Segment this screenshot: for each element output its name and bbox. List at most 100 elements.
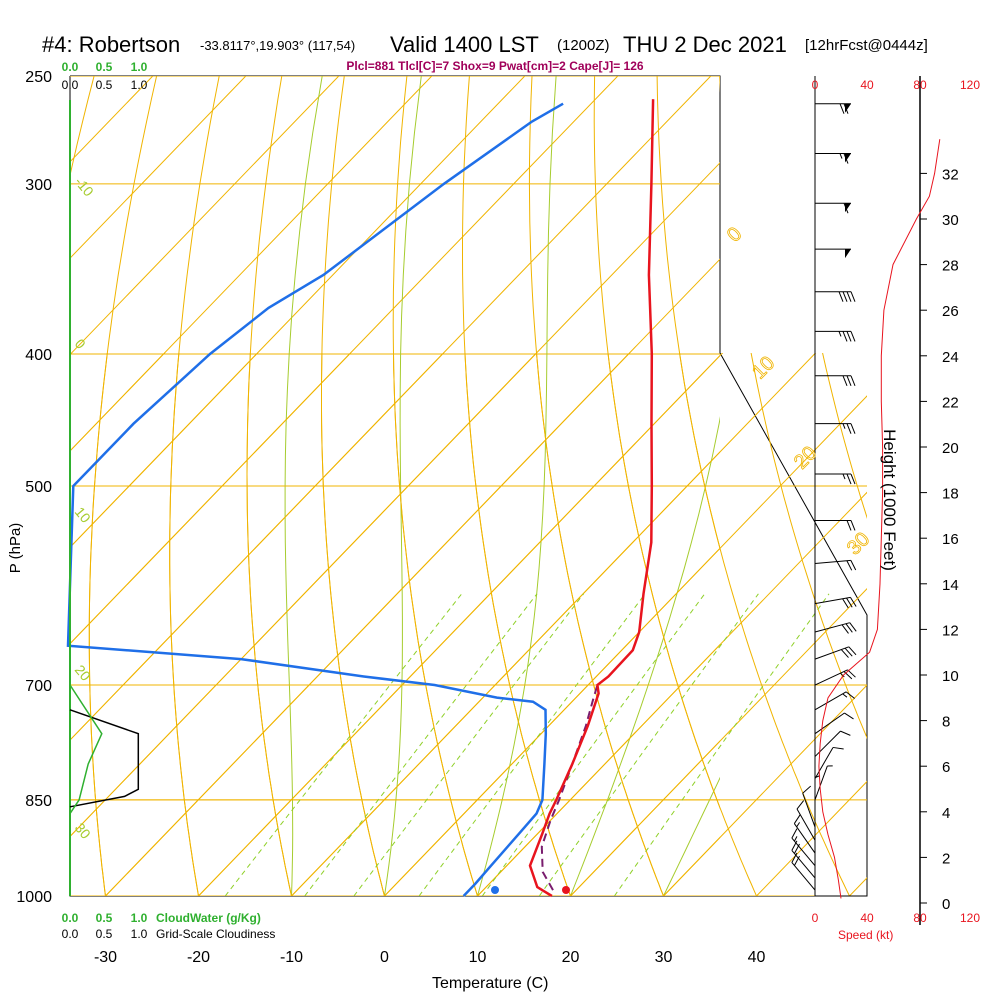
mixing-ratio-line xyxy=(418,593,646,896)
dry-adiabat-line xyxy=(321,353,386,896)
wind-barb xyxy=(814,712,854,735)
wind-barb xyxy=(802,785,816,828)
wind-barb-feather xyxy=(846,520,852,531)
cloudwater-tick-top: 0.5 xyxy=(96,60,113,74)
dry-adiabat-line xyxy=(966,52,1000,925)
isotherm-line xyxy=(384,395,867,896)
height-tick-label: 30 xyxy=(942,212,959,229)
dry-adiabat-line xyxy=(679,353,851,896)
isotherm-line xyxy=(663,684,867,896)
cloudiness-tick-top: 0.5 xyxy=(96,78,113,92)
mixing-ratio-label: 2 xyxy=(306,903,322,918)
wind-barb-shaft xyxy=(814,765,828,801)
mixing-ratio-line xyxy=(613,593,830,896)
wind-barb-feather xyxy=(843,103,849,114)
wind-barb-feather xyxy=(793,814,801,824)
height-tick-label: 18 xyxy=(942,486,959,503)
dry-adiabat-line xyxy=(750,353,867,740)
wind-barb-feather xyxy=(845,691,855,699)
wind-barb-feather xyxy=(850,597,857,607)
wind-barb-feather xyxy=(846,423,852,434)
wind-barb-feather xyxy=(847,669,856,678)
mixing-ratio-line xyxy=(481,593,706,896)
dewpoint-curve xyxy=(66,102,564,897)
height-tick-label: 4 xyxy=(942,805,950,822)
height-tick-label: 16 xyxy=(942,531,959,548)
wind-barb-feather xyxy=(850,473,856,485)
wind-barb-feather xyxy=(846,375,852,386)
isotherm-line xyxy=(70,76,247,259)
dry-adiabat-line xyxy=(88,76,158,896)
height-tick-label: 0 xyxy=(942,896,950,913)
x-axis-label: Temperature (C) xyxy=(432,975,548,992)
dry-adiabat-label: -10 xyxy=(72,174,97,200)
wind-barb-feather xyxy=(840,649,849,658)
isotherm-label: 30 xyxy=(843,528,874,559)
cloudiness-tick-bottom: 0.5 xyxy=(96,927,113,941)
isotherm-label: 10 xyxy=(748,352,779,383)
dry-adiabat-line xyxy=(966,52,1000,925)
wind-barb-shaft xyxy=(802,793,816,828)
wind-barb-feather xyxy=(846,473,852,485)
wind-barb-half-feather xyxy=(839,153,843,159)
mixing-ratio-label: 8 xyxy=(482,903,498,918)
wind-barb-feather xyxy=(842,598,849,609)
wind-barb-feather xyxy=(843,153,849,164)
wind-barb-half-feather xyxy=(842,423,846,429)
wind-barb-feather xyxy=(843,671,853,680)
wind-barb-feather xyxy=(846,597,853,608)
cloudwater-tick-bottom: 0.5 xyxy=(96,911,113,925)
wind-barb-feather xyxy=(838,291,844,302)
wind-barb-shaft xyxy=(814,691,847,711)
wind-barb-feather xyxy=(846,560,853,571)
dry-adiabat-line xyxy=(843,52,1000,925)
wind-barb-half-feather xyxy=(796,822,801,828)
wind-barb-feather xyxy=(850,291,856,302)
wind-barb xyxy=(814,646,857,660)
dry-adiabat-line xyxy=(321,76,386,896)
temperature-curve xyxy=(528,99,655,898)
x-tick-label: -10 xyxy=(280,949,303,966)
isotherm-line xyxy=(198,353,724,896)
cloudiness-curve xyxy=(69,709,140,808)
dry-adiabat-line xyxy=(607,353,758,896)
x-tick-label: 0 xyxy=(380,949,389,966)
wind-barb-feather xyxy=(793,843,800,854)
x-tick-label: 40 xyxy=(748,949,766,966)
height-tick-label: 20 xyxy=(942,440,959,457)
dry-adiabat-line xyxy=(656,76,720,551)
isotherm-line xyxy=(70,353,259,549)
dry-adiabat-line xyxy=(246,353,293,896)
speed-tick-bottom: 120 xyxy=(960,911,980,925)
cloudiness-legend: Grid-Scale Cloudiness xyxy=(156,927,275,941)
station-title: #4: Robertson xyxy=(42,32,180,57)
wind-barb-feather xyxy=(846,331,852,342)
dry-adiabat-label: 20 xyxy=(72,662,94,684)
isotherm-line xyxy=(850,76,1000,896)
wind-barb xyxy=(814,622,857,634)
wind-barb-half-feather xyxy=(838,331,842,337)
y-axis-label: P (hPa) xyxy=(7,523,24,574)
wind-barb xyxy=(791,852,816,891)
isotherm-line xyxy=(849,877,867,896)
wind-barb-feather xyxy=(844,712,854,720)
wind-barb-shaft xyxy=(814,596,851,605)
wind-barb xyxy=(815,375,856,386)
surface-dewpoint-dot xyxy=(491,886,499,894)
wind-barb-feather xyxy=(791,828,798,839)
speed-tick-top: 120 xyxy=(960,78,980,92)
x-tick-label: 10 xyxy=(469,949,487,966)
pressure-tick-label: 250 xyxy=(25,69,52,86)
cloudwater-tick-top: 1.0 xyxy=(131,60,148,74)
wind-barb-feather xyxy=(850,331,856,342)
dry-adiabat-line xyxy=(88,353,108,896)
isotherm-line xyxy=(291,353,817,896)
pressure-tick-label: 400 xyxy=(25,347,52,364)
cloudiness-tick-bottom: 1.0 xyxy=(131,927,148,941)
surface-temperature-dot xyxy=(562,886,570,894)
x-tick-label: 20 xyxy=(562,949,580,966)
moist-adiabat-line xyxy=(477,76,557,896)
wind-barb xyxy=(814,691,855,711)
wind-barb-shaft xyxy=(814,559,851,565)
moist-adiabat-line xyxy=(384,76,422,896)
